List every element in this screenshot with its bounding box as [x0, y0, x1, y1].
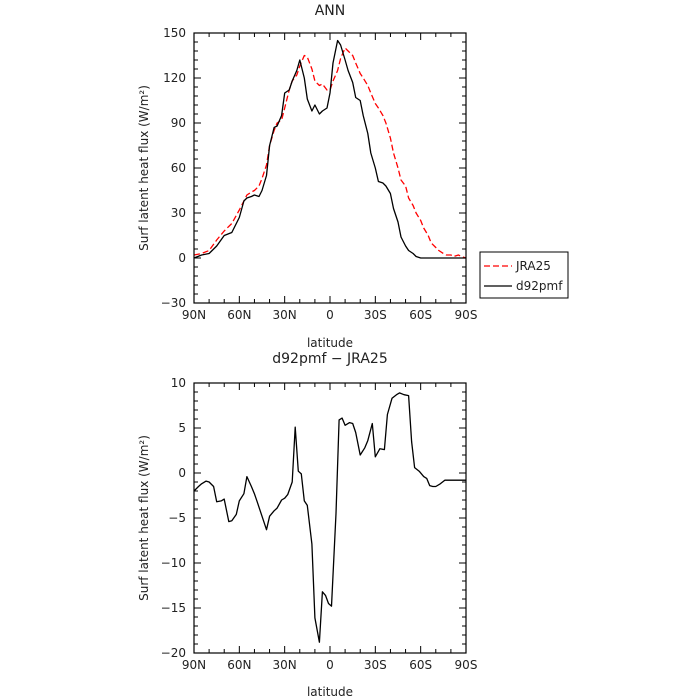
x-tick-label: 60S [409, 658, 432, 672]
y-tick-label: −15 [161, 601, 186, 615]
plot-frame [193, 382, 467, 654]
x-tick-label: 30S [364, 308, 387, 322]
y-tick-label: 60 [171, 161, 186, 175]
y-tick-label: −10 [161, 556, 186, 570]
x-tick-label: 90S [455, 658, 478, 672]
x-tick-label: 60S [409, 308, 432, 322]
x-tick-label: 30N [273, 308, 297, 322]
y-tick-label: 30 [171, 206, 186, 220]
series-line-d92pmf [193, 39, 466, 259]
y-tick-label: −5 [168, 511, 186, 525]
x-tick-label: 0 [326, 658, 334, 672]
x-tick-label: 30N [273, 658, 297, 672]
x-axis-label: latitude [307, 685, 353, 699]
legend-label-jra25: JRA25 [515, 259, 551, 273]
y-tick-label: 150 [163, 26, 186, 40]
chart-title: d92pmf − JRA25 [272, 351, 387, 367]
y-tick-label: 5 [178, 421, 186, 435]
y-tick-label: 120 [163, 71, 186, 85]
legend-label-d92pmf: d92pmf [516, 279, 563, 293]
y-tick-label: 90 [171, 116, 186, 130]
x-tick-label: 90N [182, 658, 206, 672]
series-line-jra25 [193, 47, 467, 259]
x-tick-label: 0 [326, 308, 334, 322]
y-tick-label: 0 [178, 251, 186, 265]
y-axis-label: Surf latent heat flux (W/m²) [137, 435, 151, 601]
legend: JRA25 d92pmf [479, 251, 569, 299]
y-tick-label: −20 [161, 646, 186, 660]
x-axis-label: latitude [307, 336, 353, 350]
x-tick-label: 60N [227, 308, 251, 322]
x-tick-label: 90S [455, 308, 478, 322]
x-tick-label: 30S [364, 658, 387, 672]
plot-frame [193, 32, 467, 304]
x-tick-label: 90N [182, 308, 206, 322]
chart-title: ANN [315, 3, 346, 19]
y-tick-label: 0 [178, 466, 186, 480]
y-axis-label: Surf latent heat flux (W/m²) [137, 85, 151, 251]
y-tick-label: −30 [161, 296, 186, 310]
legend-box [479, 251, 569, 299]
bottom-chart: d92pmf − JRA25 90N 60N 30N 0 30S 60S 90S −20 −15… [137, 351, 477, 699]
y-tick-label: 10 [171, 376, 186, 390]
top-chart: ANN 90N 60N 30N 0 30S 60S 90S−300306090120150 … [137, 3, 569, 350]
x-tick-label: 60N [227, 658, 251, 672]
series-line-difference [193, 392, 466, 643]
